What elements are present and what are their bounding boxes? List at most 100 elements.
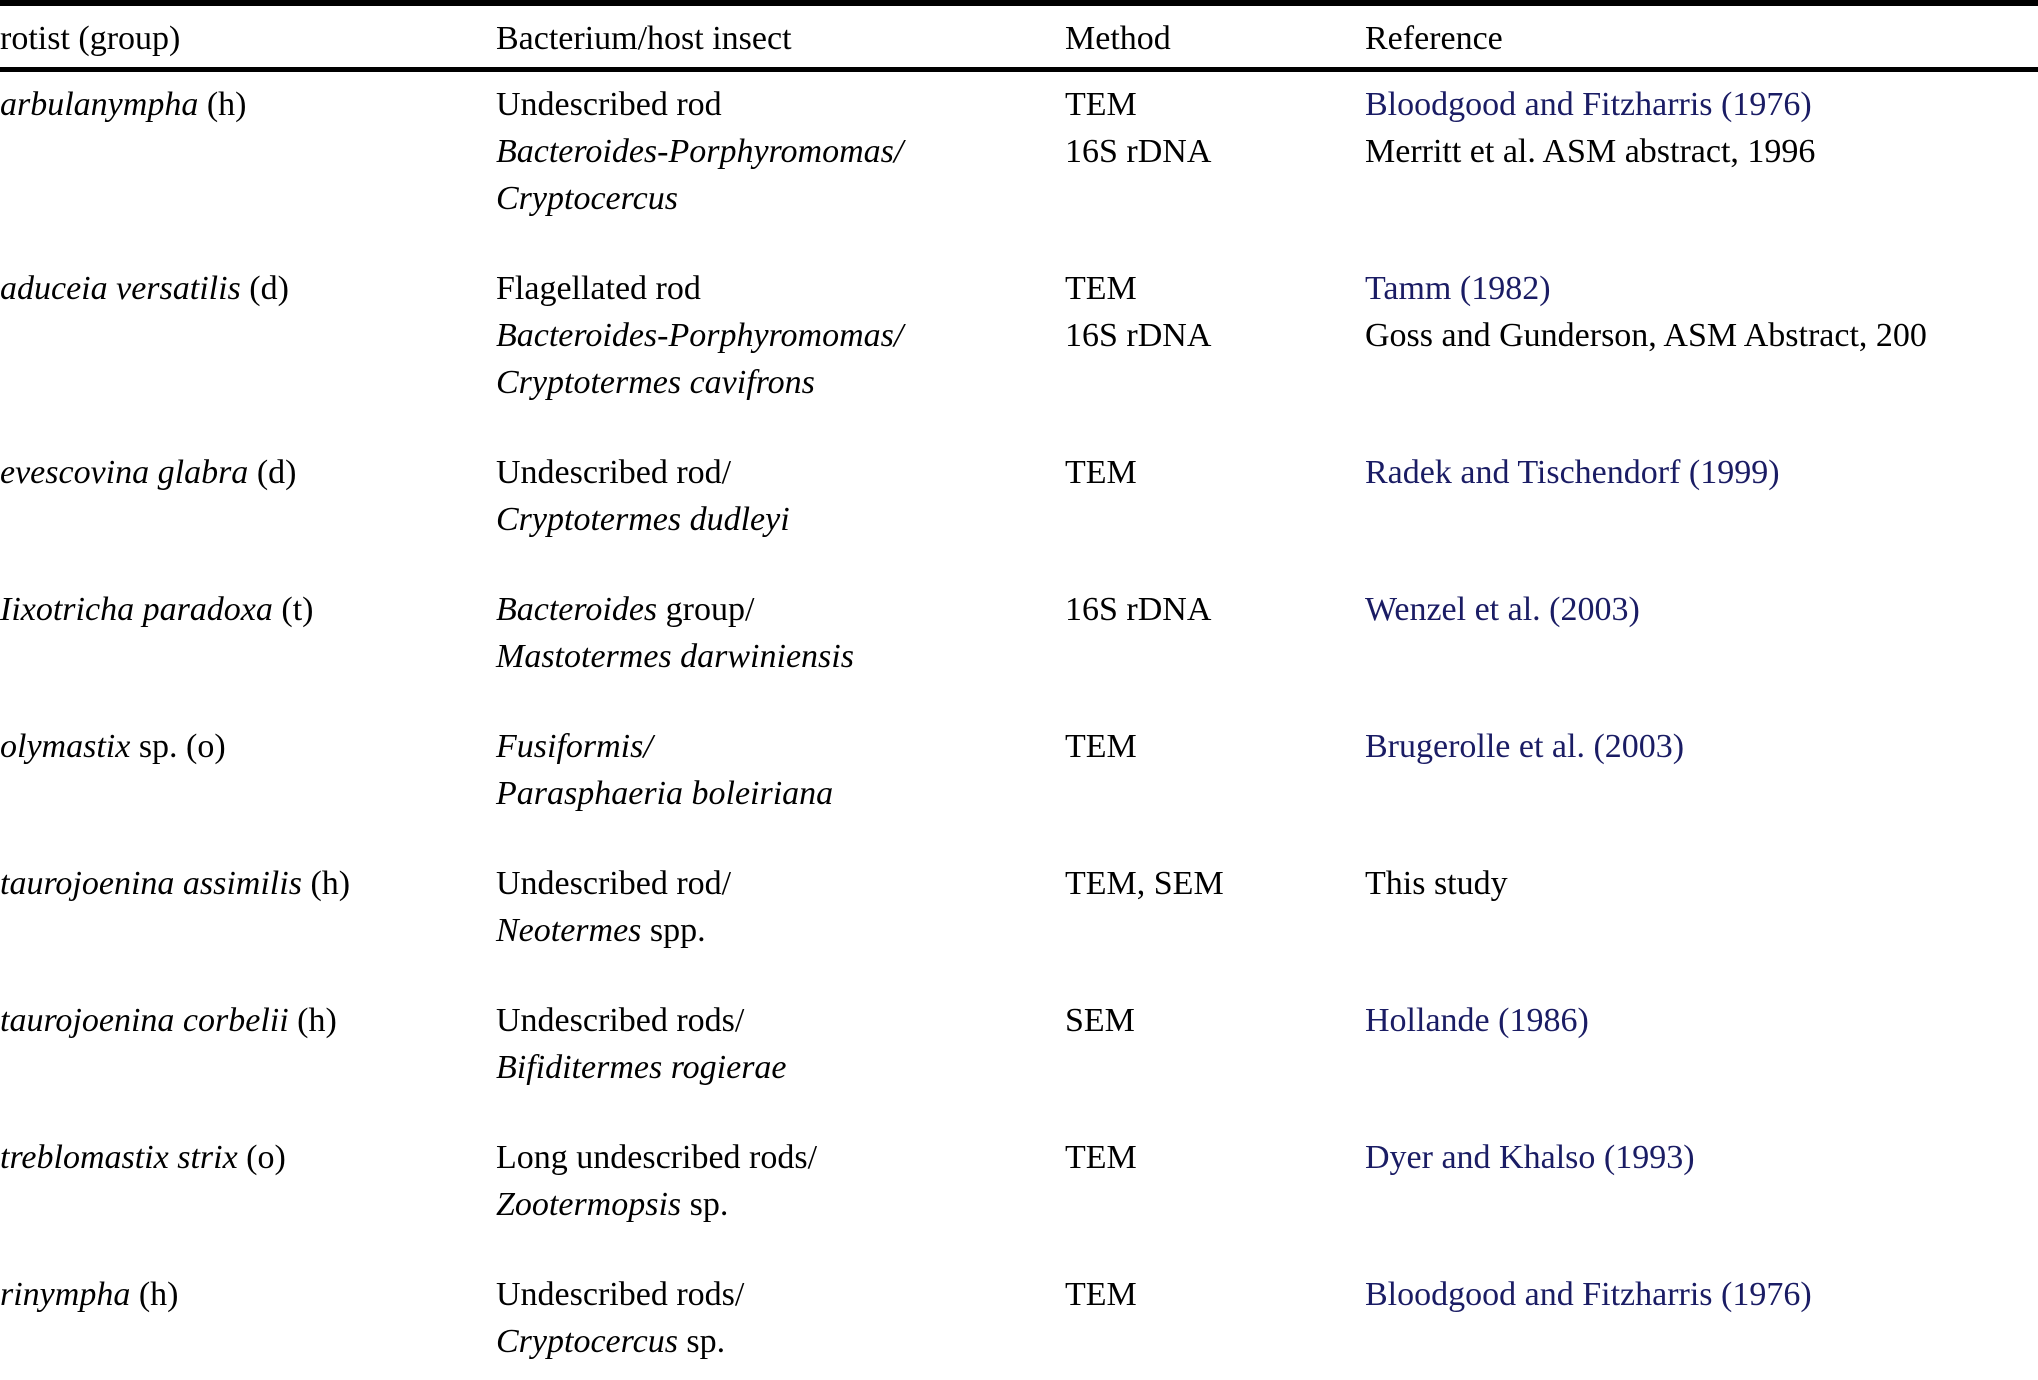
bacterium-host-line: Bifiditermes rogierae xyxy=(496,1044,1065,1091)
method-value: TEM xyxy=(1065,270,1137,307)
protist-name-line: aduceia versatilis (d) xyxy=(0,265,496,312)
species-name: Neotermes xyxy=(496,912,642,949)
reference-cell: This study xyxy=(1365,860,2038,954)
bacterium-host-line: Bacteroides-Porphyromomas/ xyxy=(496,312,1065,359)
species-name: Cryptotermes dudleyi xyxy=(496,501,790,538)
protist-name-line: treblomastix strix (o) xyxy=(0,1134,496,1181)
text-segment: Undescribed rod/ xyxy=(496,454,732,491)
protist-cell: taurojoenina corbelii (h) xyxy=(0,997,496,1091)
reference-cell: Tamm (1982) Goss and Gunderson, ASM Abstr… xyxy=(1365,265,2038,406)
reference-link[interactable]: Bloodgood and Fitzharris (1976) xyxy=(1365,1276,1812,1313)
species-name: Iixotricha paradoxa xyxy=(0,591,273,628)
species-name: Mastotermes darwiniensis xyxy=(496,638,854,675)
reference-link[interactable]: Dyer and Khalso (1993) xyxy=(1365,1139,1695,1176)
bacterium-host-cell: Flagellated rod Bacteroides-Porphyromomas… xyxy=(496,265,1065,406)
protist-name-line: Iixotricha paradoxa (t) xyxy=(0,586,496,633)
reference-line: Bloodgood and Fitzharris (1976) xyxy=(1365,1271,2038,1318)
protist-name-line: taurojoenina corbelii (h) xyxy=(0,997,496,1044)
method-cell: TEM xyxy=(1065,1134,1365,1228)
reference-text: Merritt et al. ASM abstract, 1996 xyxy=(1365,133,1816,170)
text-segment: Long undescribed rods/ xyxy=(496,1139,818,1176)
bacterium-host-line: Bacteroides group/ xyxy=(496,586,1065,633)
table-row: Iixotricha paradoxa (t) Bacteroides group… xyxy=(0,586,2038,680)
column-header-method: Method xyxy=(1065,20,1171,57)
bacterium-host-cell: Bacteroides group/Mastotermes darwiniens… xyxy=(496,586,1065,680)
table-row: rinympha (h) Undescribed rods/Cryptocercu… xyxy=(0,1271,2038,1365)
protist-name-line: taurojoenina assimilis (h) xyxy=(0,860,496,907)
method-cell: TEM 16S rDNA xyxy=(1065,265,1365,406)
table-row: olymastix sp. (o) Fusiformis/Parasphaeria… xyxy=(0,723,2038,817)
protist-cell: rinympha (h) xyxy=(0,1271,496,1365)
reference-link[interactable]: Wenzel et al. (2003) xyxy=(1365,591,1640,628)
text-segment: (d) xyxy=(240,270,289,307)
protist-cell: evescovina glabra (d) xyxy=(0,449,496,543)
bacterium-host-cell: Undescribed rod/Neotermes spp. xyxy=(496,860,1065,954)
protist-name-line: rinympha (h) xyxy=(0,1271,496,1318)
bacterium-host-line: Mastotermes darwiniensis xyxy=(496,633,1065,680)
table-row: arbulanympha (h) Undescribed rod Bacteroid… xyxy=(0,81,2038,222)
method-value: 16S rDNA xyxy=(1065,591,1212,628)
bacterium-host-line: Parasphaeria boleiriana xyxy=(496,770,1065,817)
method-value: TEM xyxy=(1065,86,1137,123)
reference-cell: Wenzel et al. (2003) xyxy=(1365,586,2038,680)
reference-line: Wenzel et al. (2003) xyxy=(1365,586,2038,633)
reference-link[interactable]: Hollande (1986) xyxy=(1365,1002,1589,1039)
reference-cell: Brugerolle et al. (2003) xyxy=(1365,723,2038,817)
protist-cell: treblomastix strix (o) xyxy=(0,1134,496,1228)
method-value: 16S rDNA xyxy=(1065,133,1212,170)
reference-link[interactable]: Radek and Tischendorf (1999) xyxy=(1365,454,1780,491)
text-segment: Undescribed rod xyxy=(496,86,722,123)
protist-cell: arbulanympha (h) xyxy=(0,81,496,222)
bacterium-host-line: Cryptotermes dudleyi xyxy=(496,496,1065,543)
protist-name-line: arbulanympha (h) xyxy=(0,81,496,128)
reference-link[interactable]: Brugerolle et al. (2003) xyxy=(1365,728,1685,765)
species-name: Bacteroides xyxy=(496,591,658,628)
species-name: rinympha xyxy=(0,1276,131,1313)
text-segment: Undescribed rods/ xyxy=(496,1276,745,1313)
bacterium-host-line: Bacteroides-Porphyromomas/ xyxy=(496,128,1065,175)
bacterium-host-cell: Undescribed rod Bacteroides-Porphyromomas… xyxy=(496,81,1065,222)
method-cell: 16S rDNA xyxy=(1065,586,1365,680)
text-segment: sp. xyxy=(681,1186,729,1223)
species-name: Parasphaeria boleiriana xyxy=(496,775,834,812)
bacterium-host-line: Undescribed rod/ xyxy=(496,449,1065,496)
reference-line: Goss and Gunderson, ASM Abstract, 200 xyxy=(1365,312,2038,359)
bacterium-host-line: Long undescribed rods/ xyxy=(496,1134,1065,1181)
bacterium-host-line: Undescribed rod xyxy=(496,81,1065,128)
reference-line: Brugerolle et al. (2003) xyxy=(1365,723,2038,770)
column-header-bacterium-host: Bacterium/host insect xyxy=(496,20,792,57)
bacterium-host-line: Fusiformis/ xyxy=(496,723,1065,770)
method-value: 16S rDNA xyxy=(1065,317,1212,354)
bacterium-host-line: Undescribed rod/ xyxy=(496,860,1065,907)
text-segment: Undescribed rods/ xyxy=(496,1002,745,1039)
reference-cell: Bloodgood and Fitzharris (1976) Merritt e… xyxy=(1365,81,2038,222)
column-header-reference: Reference xyxy=(1365,20,1503,57)
reference-link[interactable]: Bloodgood and Fitzharris (1976) xyxy=(1365,86,1812,123)
species-name: Cryptotermes cavifrons xyxy=(496,364,815,401)
method-cell: TEM xyxy=(1065,723,1365,817)
species-name: arbulanympha xyxy=(0,86,199,123)
reference-cell: Dyer and Khalso (1993) xyxy=(1365,1134,2038,1228)
method-value: TEM xyxy=(1065,1139,1137,1176)
table-row: treblomastix strix (o) Long undescribed r… xyxy=(0,1134,2038,1228)
protist-name-line: olymastix sp. (o) xyxy=(0,723,496,770)
reference-link[interactable]: Tamm (1982) xyxy=(1365,270,1551,307)
bacterium-host-line: Cryptocercus sp. xyxy=(496,1318,1065,1365)
text-segment: (h) xyxy=(301,865,351,902)
text-segment: sp. xyxy=(677,1323,726,1360)
method-cell: SEM xyxy=(1065,997,1365,1091)
bacterium-host-cell: Long undescribed rods/Zootermopsis sp. xyxy=(496,1134,1065,1228)
method-value: TEM xyxy=(1065,1276,1137,1313)
text-segment: spp. xyxy=(641,912,706,949)
text-segment: Undescribed rod/ xyxy=(496,865,732,902)
method-value: TEM, SEM xyxy=(1065,865,1224,902)
protist-cell: aduceia versatilis (d) xyxy=(0,265,496,406)
species-name: Bacteroides-Porphyromomas/ xyxy=(496,133,904,170)
protist-cell: olymastix sp. (o) xyxy=(0,723,496,817)
species-name: treblomastix strix xyxy=(0,1139,238,1176)
text-segment: (t) xyxy=(272,591,314,628)
species-name: taurojoenina assimilis xyxy=(0,865,302,902)
method-value: TEM xyxy=(1065,728,1137,765)
species-name: Fusiformis/ xyxy=(496,728,653,765)
